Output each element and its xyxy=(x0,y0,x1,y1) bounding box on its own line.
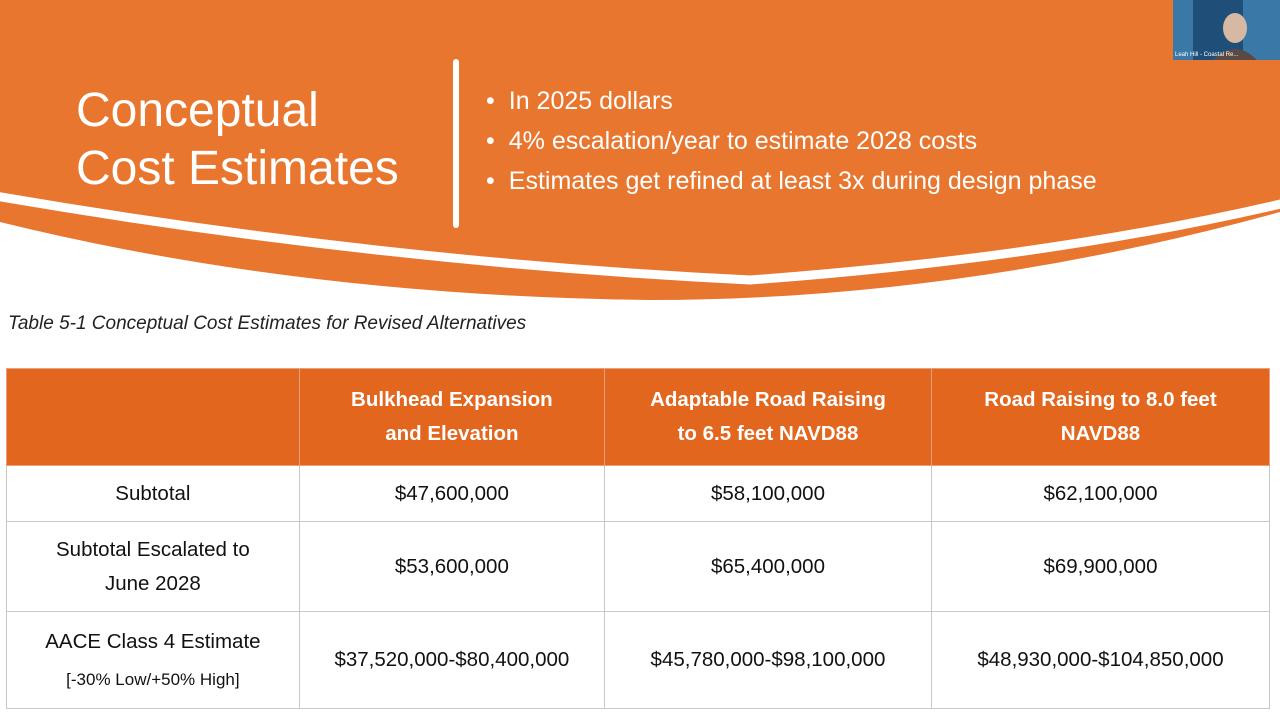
header-text: and Elevation xyxy=(385,422,519,445)
title-line: Conceptual xyxy=(76,84,319,137)
cell-text: AACE Class 4 Estimate xyxy=(45,630,261,653)
webcam-face xyxy=(1223,13,1247,43)
table-row: Subtotal Escalated to June 2028 $53,600,00… xyxy=(6,521,1271,612)
table-cell: $37,520,000-$80,400,000 xyxy=(298,611,605,709)
header-text: NAVD88 xyxy=(1060,422,1141,445)
table-cell: Subtotal xyxy=(6,465,300,522)
table-cell: $48,930,000-$104,850,000 xyxy=(930,611,1271,709)
table-cell: $47,600,000 xyxy=(298,465,605,522)
cell-text: Subtotal xyxy=(115,481,191,505)
cell-text: $62,100,000 xyxy=(1043,481,1158,505)
webcam-image xyxy=(1173,0,1280,60)
cell-text: $65,400,000 xyxy=(710,554,825,578)
cell-text: $45,780,000-$98,100,000 xyxy=(650,648,886,671)
header-text: Bulkhead Expansion xyxy=(351,388,553,411)
table-row: Subtotal $47,600,000 $58,100,000 $62,100,00… xyxy=(6,465,1271,522)
table-cell: AACE Class 4 Estimate [-30% Low/+50% High… xyxy=(6,611,300,709)
cell-text: $37,520,000-$80,400,000 xyxy=(334,648,570,671)
header-cell: Adaptable Road Raising to 6.5 feet NAVD88 xyxy=(603,368,932,466)
table-cell: $69,900,000 xyxy=(930,521,1271,612)
slide-title: Conceptual Cost Estimates xyxy=(76,82,399,198)
table-cell: $65,400,000 xyxy=(603,521,932,612)
webcam-label: Leah Hill - Coastal Re... xyxy=(1175,52,1239,58)
table-cell: $58,100,000 xyxy=(603,465,932,522)
cost-table: Bulkhead Expansion and Elevation Adaptable… xyxy=(6,368,1271,709)
table-cell: Subtotal Escalated to June 2028 xyxy=(6,521,300,612)
table-cell: $45,780,000-$98,100,000 xyxy=(603,611,932,709)
cell-text: $47,600,000 xyxy=(394,481,509,505)
title-line: Cost Estimates xyxy=(76,142,399,195)
table-caption: Table 5-1 Conceptual Cost Estimates for … xyxy=(8,313,527,334)
header-row: Bulkhead Expansion and Elevation Adaptable… xyxy=(6,368,1271,466)
header-cell xyxy=(6,368,300,466)
table-row: AACE Class 4 Estimate [-30% Low/+50% High… xyxy=(6,611,1271,709)
cell-text: June 2028 xyxy=(105,571,201,595)
cell-text: $53,600,000 xyxy=(394,554,509,578)
header-cell: Road Raising to 8.0 feet NAVD88 xyxy=(930,368,1271,466)
bullet: Estimates get refined at least 3x during… xyxy=(486,166,1097,206)
header-text: Road Raising to 8.0 feet xyxy=(984,388,1217,411)
banner-stripe xyxy=(0,192,1280,285)
table-cell: $53,600,000 xyxy=(298,521,605,612)
webcam-thumbnail: Leah Hill - Coastal Re... xyxy=(1173,0,1280,60)
bullet-list: In 2025 dollars4% escalation/year to est… xyxy=(486,86,1097,206)
cell-text: $58,100,000 xyxy=(710,481,825,505)
header-text: to 6.5 feet NAVD88 xyxy=(677,422,859,445)
cell-text: [-30% Low/+50% High] xyxy=(66,670,240,689)
bullet: In 2025 dollars xyxy=(486,86,1097,126)
cell-text: $69,900,000 xyxy=(1043,554,1158,578)
cell-text: $48,930,000-$104,850,000 xyxy=(977,648,1224,671)
bullet: 4% escalation/year to estimate 2028 cost… xyxy=(486,126,1097,166)
header-cell: Bulkhead Expansion and Elevation xyxy=(298,368,605,466)
table-cell: $62,100,000 xyxy=(930,465,1271,522)
cell-text: Subtotal Escalated to xyxy=(56,537,250,561)
header-text: Adaptable Road Raising xyxy=(650,388,886,411)
webcam-body xyxy=(1213,49,1257,60)
